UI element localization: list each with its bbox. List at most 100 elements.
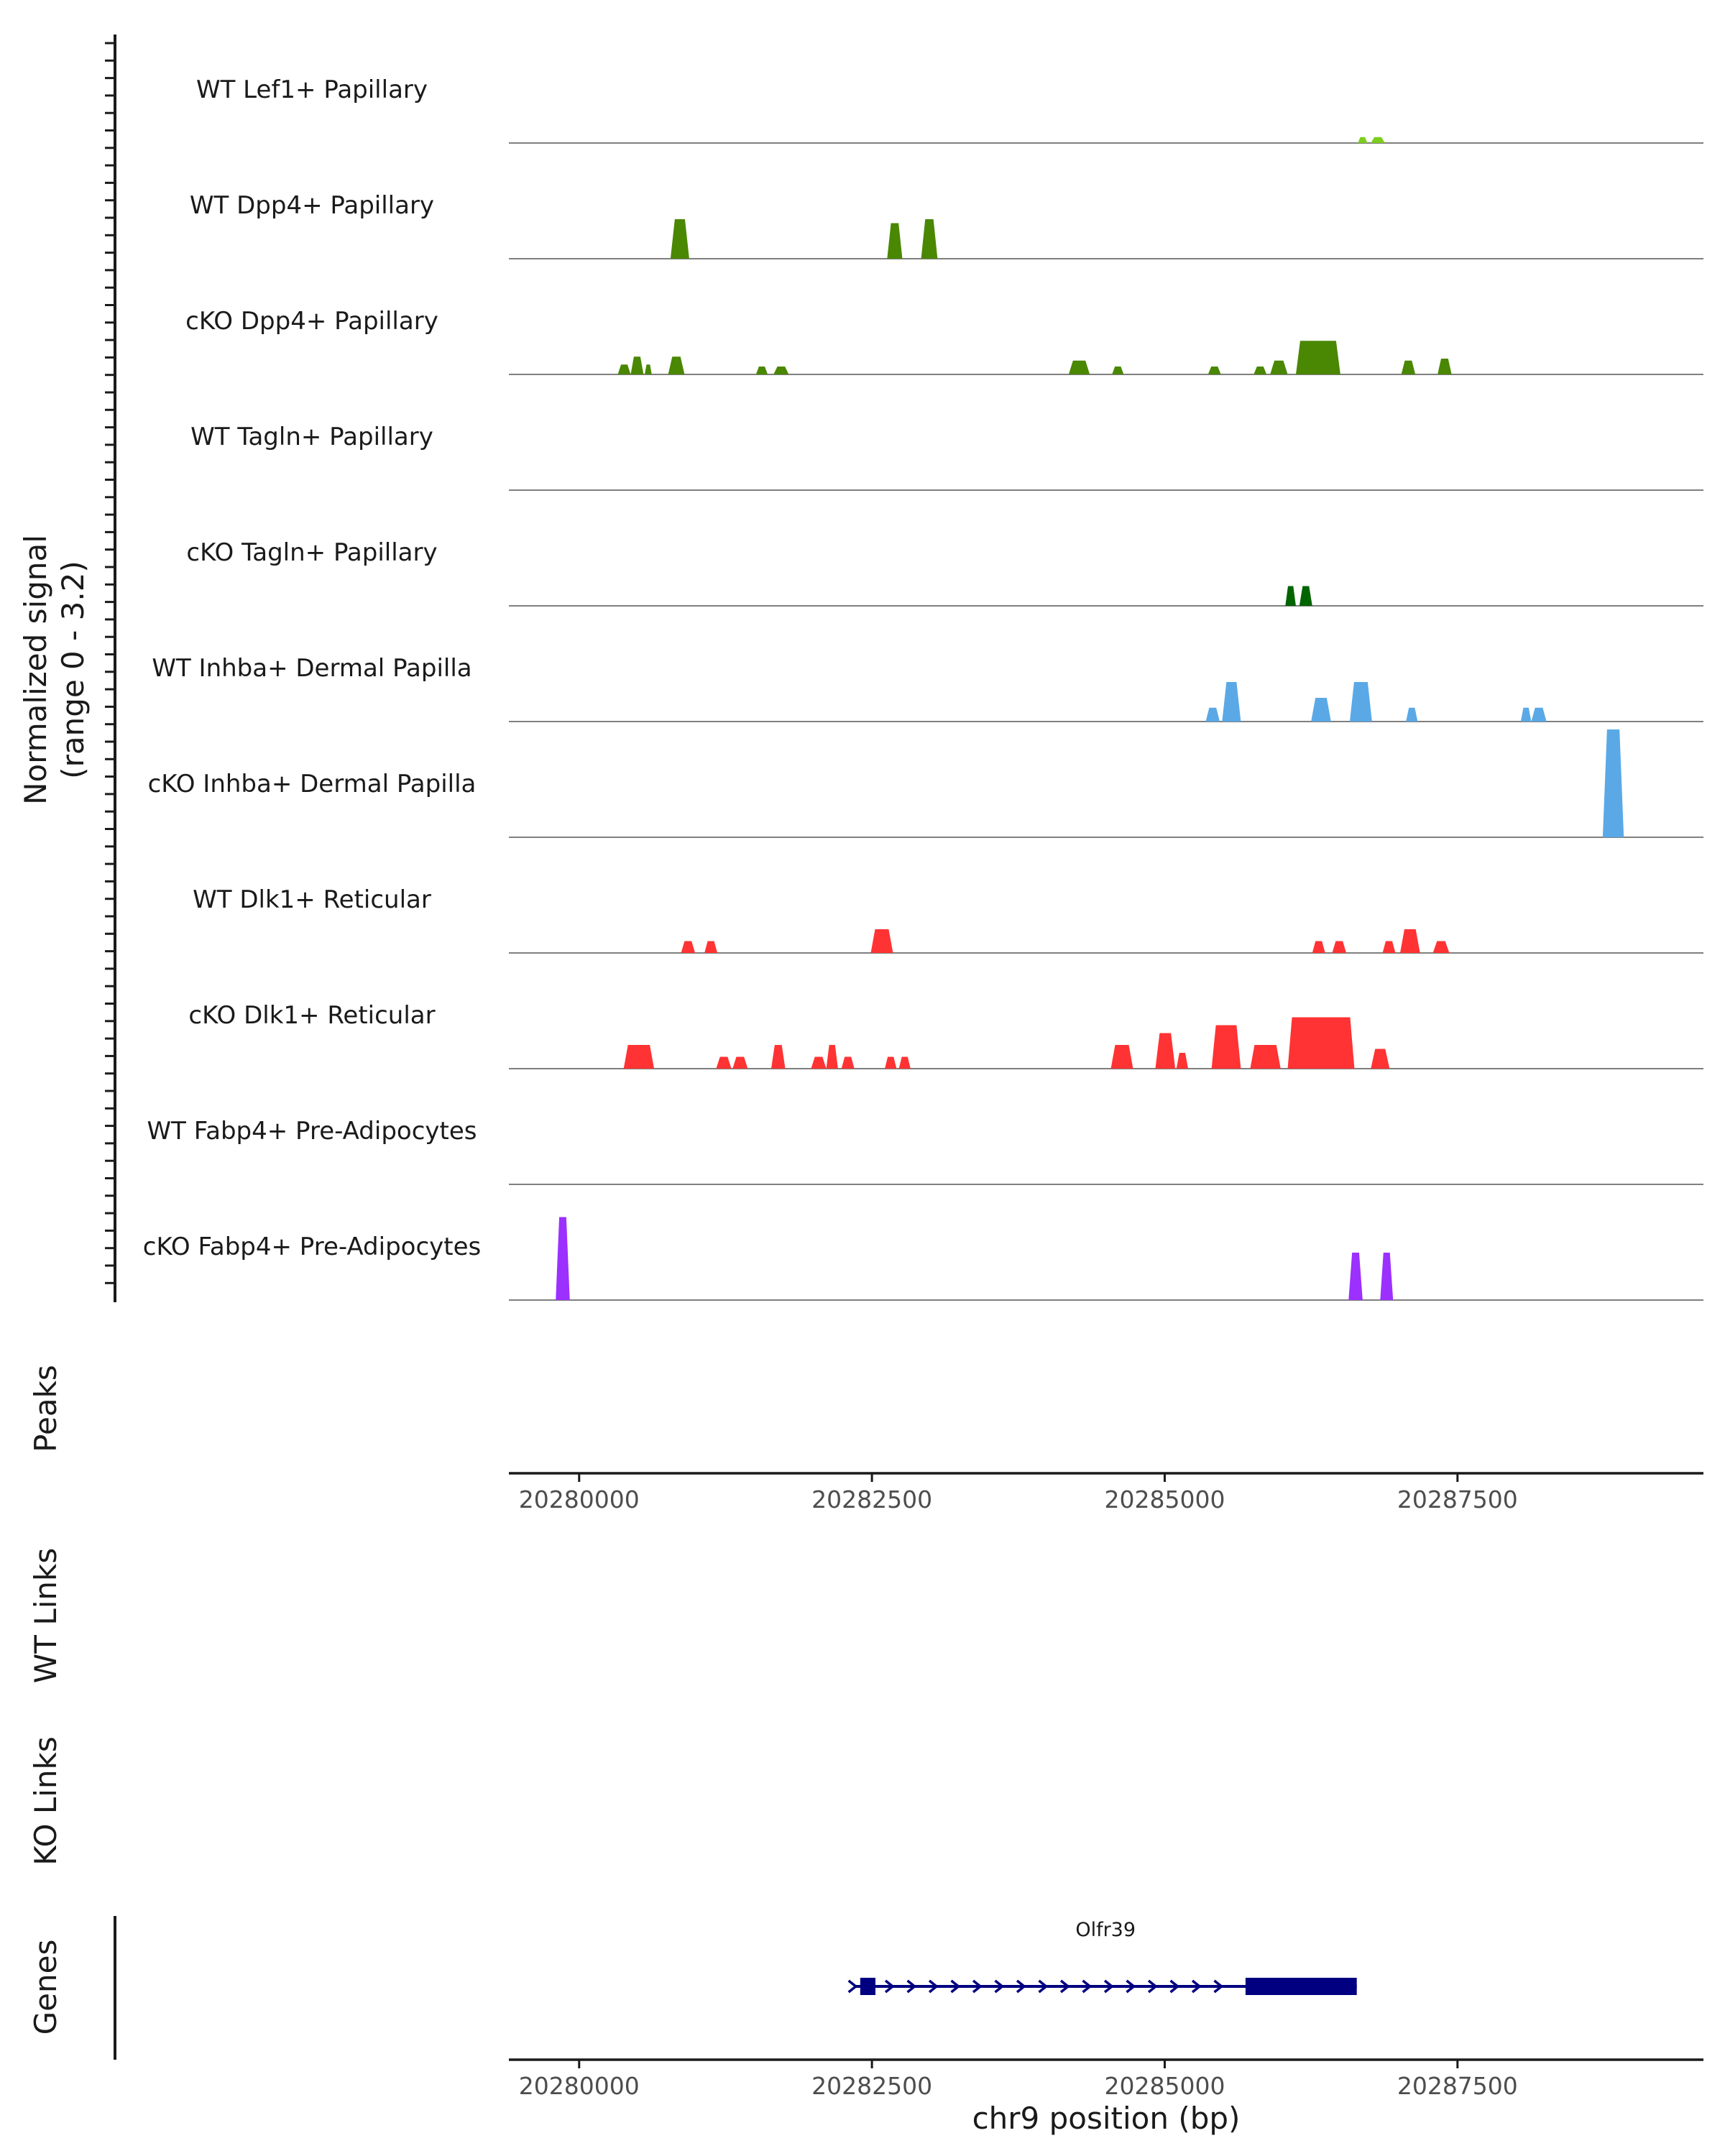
coverage-peak (1295, 341, 1340, 374)
x-tick-label: 20285000 (1104, 2072, 1225, 2100)
coverage-track: WT Dpp4+ Papillary (190, 191, 1703, 259)
coverage-peak (870, 929, 893, 953)
strand-arrow (1016, 1979, 1026, 1994)
x-tick-label: 20285000 (1104, 1485, 1225, 1514)
strand-arrow (972, 1979, 983, 1994)
strand-arrow (1147, 1979, 1158, 1994)
x-tick-label: 20287500 (1397, 1485, 1518, 1514)
coverage-peak (670, 219, 689, 259)
coverage-peak (1311, 698, 1331, 722)
track-label: WT Tagln+ Papillary (190, 423, 433, 451)
strand-arrow (884, 1979, 895, 1994)
track-label: WT Inhba+ Dermal Papilla (152, 654, 472, 683)
coverage-track: WT Tagln+ Papillary (190, 423, 1703, 491)
coverage-peak (921, 219, 938, 259)
strand-arrow (1213, 1979, 1224, 1994)
coverage-peak (668, 356, 685, 374)
coverage-track: WT Lef1+ Papillary (196, 75, 1703, 144)
track-label: WT Lef1+ Papillary (196, 75, 428, 104)
coverage-track: cKO Tagln+ Papillary (186, 538, 1703, 607)
coverage-peak (1312, 941, 1325, 953)
wt-links-panel-label: WT Links (28, 1548, 63, 1683)
coverage-y-axis-label: Normalized signal (18, 535, 53, 805)
track-label: cKO Fabp4+ Pre-Adipocytes (143, 1233, 482, 1261)
coverage-peak (1068, 360, 1090, 374)
x-tick-label: 20280000 (519, 2072, 640, 2100)
coverage-peak (1254, 367, 1267, 374)
coverage-peak (1401, 360, 1416, 374)
gene-exon (1245, 1978, 1357, 1995)
coverage-peak (704, 941, 718, 953)
strand-arrow (1038, 1979, 1049, 1994)
coverage-peak (716, 1056, 732, 1069)
coverage-peak (1222, 682, 1241, 722)
coverage-peak (1110, 1045, 1133, 1069)
strand-arrow (928, 1979, 939, 1994)
coverage-peak (885, 1056, 897, 1069)
strand-arrow (1191, 1979, 1202, 1994)
track-label: WT Dpp4+ Papillary (190, 191, 434, 220)
coverage-peak (773, 367, 789, 374)
gene-name-label: Olfr39 (1075, 1919, 1136, 1941)
coverage-track: cKO Dpp4+ Papillary (185, 307, 1703, 375)
track-label: WT Fabp4+ Pre-Adipocytes (147, 1117, 477, 1146)
coverage-peak (1348, 1253, 1363, 1300)
coverage-peak (732, 1056, 748, 1069)
coverage-peak (1371, 1049, 1390, 1069)
coverage-peak (1332, 941, 1347, 953)
coverage-peak (1432, 941, 1450, 953)
coverage-peak (1382, 941, 1396, 953)
strand-arrow (1169, 1979, 1180, 1994)
coverage-peak (1299, 586, 1312, 606)
coverage-tracks: WT Lef1+ Papillary WT Dpp4+ Papillary cKO … (143, 75, 1703, 1301)
strand-arrow (847, 1979, 858, 1994)
track-label: WT Dlk1+ Reticular (193, 885, 431, 914)
strand-arrow (1082, 1979, 1092, 1994)
coverage-peak (770, 1045, 786, 1069)
gene-track: Olfr39 (847, 1919, 1357, 1995)
coverage-peak (1520, 707, 1532, 722)
track-label: cKO Tagln+ Papillary (186, 538, 437, 567)
coverage-peak (755, 367, 768, 374)
genes-panel-label: Genes (28, 1940, 63, 2035)
strand-arrow (950, 1979, 961, 1994)
coverage-peak (681, 941, 696, 953)
peaks-panel-label: Peaks (28, 1365, 63, 1452)
coverage-peak (1531, 707, 1547, 722)
strand-arrow (1126, 1979, 1136, 1994)
strand-arrow (994, 1979, 1005, 1994)
x-tick-label: 20282500 (811, 1485, 932, 1514)
coverage-peak (1602, 729, 1624, 837)
track-label: cKO Dlk1+ Reticular (188, 1001, 435, 1030)
coverage-peak (623, 1045, 655, 1069)
coverage-peak (1285, 586, 1296, 606)
coverage-peak (1208, 367, 1221, 374)
coverage-peak (898, 1056, 911, 1069)
coverage-peak (1358, 137, 1368, 143)
strand-arrow (1103, 1979, 1114, 1994)
coverage-peak (1371, 137, 1385, 143)
gene-exon (860, 1978, 876, 1995)
coverage-y-axis-ticks (105, 42, 115, 1284)
coverage-peak (1205, 707, 1220, 722)
coverage-peak (617, 364, 631, 374)
coverage-peak (1211, 1025, 1241, 1069)
coverage-peak (1176, 1053, 1189, 1069)
track-label: cKO Inhba+ Dermal Papilla (148, 770, 477, 798)
coverage-peak (1399, 929, 1420, 953)
coverage-y-axis-range-label: (range 0 - 3.2) (55, 561, 91, 779)
coverage-peak (556, 1217, 570, 1300)
genes-x-axis-ticks: 20280000 20282500 20285000 20287500 (519, 2060, 1518, 2100)
coverage-peak (1438, 359, 1452, 374)
track-label: cKO Dpp4+ Papillary (185, 307, 438, 336)
coverage-peak (645, 364, 652, 374)
coverage-peak (1287, 1017, 1355, 1069)
coverage-track: cKO Inhba+ Dermal Papilla (148, 729, 1703, 838)
coverage-track: WT Inhba+ Dermal Papilla (152, 654, 1703, 722)
ko-links-panel-label: KO Links (28, 1736, 63, 1866)
x-tick-label: 20287500 (1397, 2072, 1518, 2100)
coverage-peak (887, 223, 903, 259)
strand-arrow (1059, 1979, 1070, 1994)
coverage-peak (1155, 1033, 1176, 1069)
